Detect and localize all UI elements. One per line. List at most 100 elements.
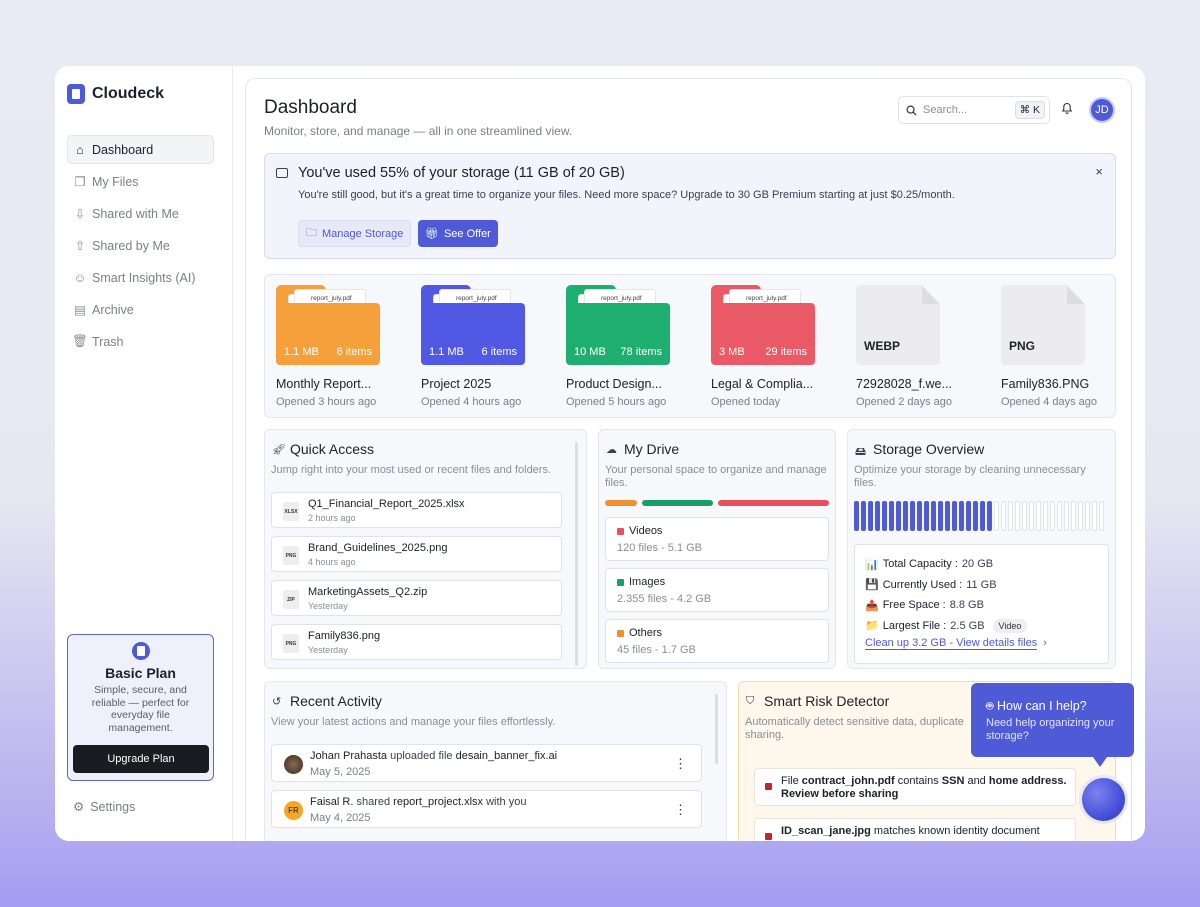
folder-body: 1.1 MB 6 items xyxy=(276,303,380,365)
file-time: Yesterday xyxy=(308,601,348,611)
gauge-segment xyxy=(1064,501,1069,531)
plan-title: Basic Plan xyxy=(105,665,176,681)
assistant-bubble[interactable]: 🤖︎ How can I help? Need help organizing … xyxy=(971,683,1134,757)
chevron-right-icon: › xyxy=(1043,637,1047,649)
sidebar-item-shared-by-me[interactable]: ⇧ Shared by Me xyxy=(67,231,214,260)
gauge-segment xyxy=(952,501,957,531)
category-label: Images xyxy=(629,576,666,588)
assistant-button[interactable] xyxy=(1082,778,1125,821)
storage-banner: You've used 55% of your storage (11 GB o… xyxy=(264,153,1116,259)
assistant-text: Need help organizing your storage? xyxy=(986,717,1115,742)
file-icon: PNG xyxy=(1001,285,1085,365)
sidebar-item-label: My Files xyxy=(92,174,139,189)
recent-activity-description: View your latest actions and manage your… xyxy=(271,716,556,728)
activity-action: uploaded file xyxy=(390,750,453,762)
recent-activity-panel: ↺ Recent Activity View your latest actio… xyxy=(264,681,727,841)
file-icon: WEBP xyxy=(856,285,940,365)
folder-body: 3 MB 29 items xyxy=(711,303,815,365)
file-name: Family836.png xyxy=(308,630,381,642)
list-item[interactable]: PNG Brand_Guidelines_2025.png 4 hours ago xyxy=(271,536,562,572)
see-offer-button[interactable]: 🎁︎ See Offer xyxy=(418,220,498,247)
risk-highlight: SSN xyxy=(941,775,965,787)
gauge-segment xyxy=(1029,501,1034,531)
banner-text: You're still good, but it's a great time… xyxy=(298,189,955,201)
drive-category[interactable]: Others 45 files - 1.7 GB xyxy=(605,619,829,663)
user-avatar[interactable]: JD xyxy=(1089,97,1115,123)
file-name: Monthly Report... xyxy=(276,377,372,391)
list-item[interactable]: PNG Family836.png Yesterday xyxy=(271,624,562,660)
risk-item[interactable]: File contract_john.pdf contains SSN and … xyxy=(754,768,1076,806)
recent-files: report_july.pdf 1.1 MB 6 items Monthly Repo… xyxy=(264,274,1116,418)
storage-icon xyxy=(276,168,288,178)
gauge-segment xyxy=(1022,501,1027,531)
cleanup-link[interactable]: Clean up 3.2 GB - View details files xyxy=(865,637,1038,650)
folder-body: 10 MB 78 items xyxy=(566,303,670,365)
file-opened: Opened 3 hours ago xyxy=(276,396,377,408)
activity-row[interactable]: FR Faisal R. shared report_project.xlsx w… xyxy=(271,790,702,828)
sidebar-item-label: Shared by Me xyxy=(92,238,170,253)
gauge-segment xyxy=(875,501,880,531)
assistant-bubble-tail xyxy=(1093,757,1107,767)
shared-by-me-icon: ⇧ xyxy=(74,239,86,253)
stat-chip: Video xyxy=(992,618,1028,633)
manage-storage-button[interactable]: 🗀 Manage Storage xyxy=(298,220,412,247)
category-files: 2.355 files xyxy=(617,593,668,605)
file-card[interactable]: PNG Family836.PNG Opened 4 days ago xyxy=(1001,285,1139,408)
sidebar-item-smart-insights-ai[interactable]: ☺ Smart Insights (AI) xyxy=(67,263,214,292)
file-card[interactable]: WEBP 72928028_f.we... Opened 2 days ago xyxy=(856,285,994,408)
gauge-segment xyxy=(1001,501,1006,531)
activity-tail: with you xyxy=(486,796,527,808)
risk-detector-title: Smart Risk Detector xyxy=(764,693,890,709)
storage-gauge xyxy=(854,501,1104,531)
quick-access-description: Jump right into your most used or recent… xyxy=(271,464,552,476)
activity-row[interactable]: Johan Prahasta uploaded file desain_bann… xyxy=(271,744,702,782)
drive-usage-bars xyxy=(605,500,829,506)
more-icon[interactable]: ⋮ xyxy=(674,802,687,817)
risk-prefix: File xyxy=(781,775,802,787)
more-icon[interactable]: ⋮ xyxy=(674,756,687,771)
sidebar-item-archive[interactable]: ▤ Archive xyxy=(67,295,214,324)
storage-stats: 📊 Total Capacity :20 GB 💾 Currently Used :1… xyxy=(854,544,1109,664)
sidebar-item-trash[interactable]: 🗑︎ Trash xyxy=(67,327,214,356)
sidebar-item-my-files[interactable]: ❐ My Files xyxy=(67,167,214,196)
stat-value: 2.5 GB xyxy=(950,619,985,632)
scrollbar[interactable] xyxy=(715,694,718,764)
avatar: FR xyxy=(284,801,303,820)
scrollbar[interactable] xyxy=(575,442,578,666)
gauge-segment xyxy=(1015,501,1020,531)
sidebar: Cloudeck ⌂ Dashboard ❐ My Files ⇩ Shared with… xyxy=(55,66,233,841)
logo[interactable]: Cloudeck xyxy=(67,84,164,104)
stat-icon: 💾 xyxy=(865,579,879,592)
file-card[interactable]: report_july.pdf 10 MB 78 items Product Desi… xyxy=(566,285,704,408)
files-icon: ❐ xyxy=(74,175,86,189)
sidebar-item-settings[interactable]: ⚙ Settings xyxy=(73,799,135,815)
list-item[interactable]: ZIP MarketingAssets_Q2.zip Yesterday xyxy=(271,580,562,616)
gauge-segment xyxy=(1085,501,1090,531)
file-card[interactable]: report_july.pdf 1.1 MB 6 items Monthly Repo… xyxy=(276,285,414,408)
file-card[interactable]: report_july.pdf 3 MB 29 items Legal & Compl… xyxy=(711,285,849,408)
drive-category[interactable]: Images 2.355 files - 4.2 GB xyxy=(605,568,829,612)
bell-icon[interactable] xyxy=(1061,102,1073,120)
gauge-segment xyxy=(1050,501,1055,531)
file-opened: Opened 2 days ago xyxy=(856,396,953,408)
search-input[interactable]: Search... ⌘ K xyxy=(898,96,1050,124)
page-subtitle: Monitor, store, and manage — all in one … xyxy=(264,124,573,138)
list-item[interactable]: XLSX Q1_Financial_Report_2025.xlsx 2 hours… xyxy=(271,492,562,528)
search-icon xyxy=(906,105,917,116)
file-type-icon: ZIP xyxy=(283,590,299,609)
drive-category[interactable]: Videos 120 files - 5.1 GB xyxy=(605,517,829,561)
folder-count: 6 items xyxy=(336,346,372,358)
risk-item[interactable]: ID_scan_jane.jpg matches known identity … xyxy=(754,818,1076,841)
file-opened: Opened 5 hours ago xyxy=(566,396,667,408)
close-icon[interactable]: × xyxy=(1095,164,1103,179)
category-name: Images xyxy=(617,576,665,588)
risk-indicator xyxy=(765,783,772,790)
see-offer-label: See Offer xyxy=(443,227,491,240)
storage-stat: 💾 Currently Used :11 GB xyxy=(865,575,1108,596)
sidebar-item-dashboard[interactable]: ⌂ Dashboard xyxy=(67,135,214,164)
sidebar-item-shared-with-me[interactable]: ⇩ Shared with Me xyxy=(67,199,214,228)
category-files: 45 files xyxy=(617,644,652,656)
file-card[interactable]: report_july.pdf 1.1 MB 6 items Project 2025… xyxy=(421,285,559,408)
cloud-icon: ☁︎ xyxy=(606,444,617,456)
upgrade-plan-button[interactable]: Upgrade Plan xyxy=(73,745,209,773)
